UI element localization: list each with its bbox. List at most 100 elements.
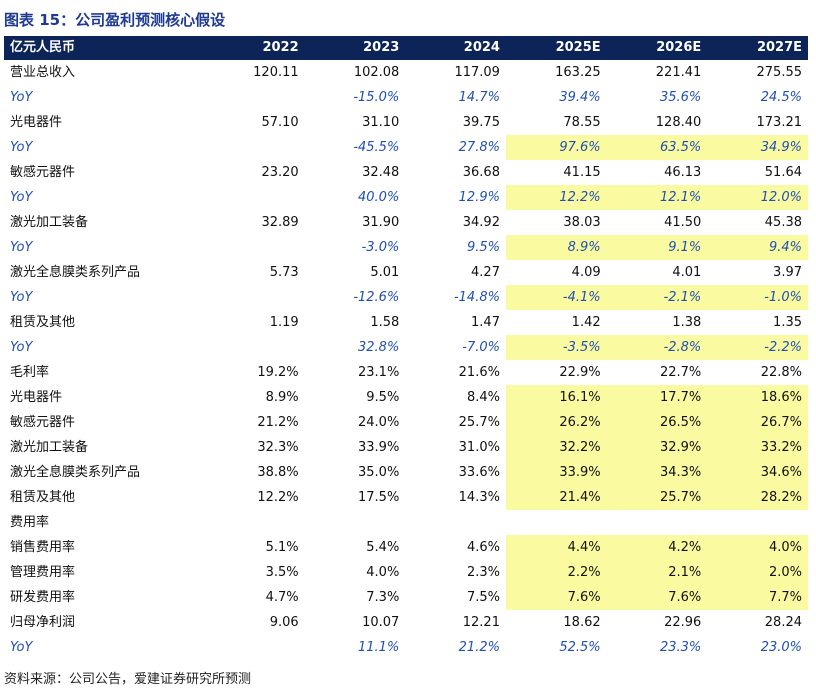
section-row: 费用率: [4, 510, 808, 535]
table-cell: 9.06: [269, 615, 299, 630]
table-row: 敏感元器件 23.20 32.48 36.68 41.15 46.13 51.64: [4, 160, 808, 185]
table-cell: 12.0%: [707, 185, 808, 210]
table-cell: 12.2%: [257, 490, 299, 505]
table-header-row: 亿元人民币 2022 2023 2024 2025E 2026E 2027E: [4, 36, 808, 60]
table-row: 销售费用率 5.1% 5.4% 4.6% 4.4% 4.2% 4.0%: [4, 535, 808, 560]
header-year: 2025E: [505, 36, 607, 60]
table-cell: -1.0%: [707, 285, 808, 310]
table-cell: 4.01: [672, 265, 702, 280]
yoy-row: YoY 32.8% -7.0% -3.5% -2.8% -2.2%: [4, 335, 808, 360]
table-cell: 32.2%: [505, 435, 607, 460]
table-cell: 117.09: [454, 65, 500, 80]
table-cell: 32.3%: [257, 440, 299, 455]
table-cell: 32.89: [261, 215, 299, 230]
table-row: 敏感元器件 21.2% 24.0% 25.7% 26.2% 26.5% 26.7%: [4, 410, 808, 435]
table-cell: 27.8%: [458, 140, 500, 155]
table-cell: 35.0%: [358, 465, 400, 480]
table-cell: 63.5%: [606, 135, 708, 160]
row-label: 研发费用率: [10, 590, 76, 605]
table-cell: 8.9%: [265, 390, 299, 405]
table-cell: 9.4%: [707, 235, 808, 260]
yoy-row: YoY -12.6% -14.8% -4.1% -2.1% -1.0%: [4, 285, 808, 310]
row-label: 销售费用率: [10, 540, 76, 555]
table-cell: 12.2%: [505, 185, 607, 210]
table-cell: 21.6%: [458, 365, 500, 380]
row-label: YoY: [10, 190, 33, 205]
table-cell: [204, 285, 305, 310]
table-cell: 7.6%: [606, 585, 708, 610]
table-cell: [204, 85, 305, 110]
table-cell: 128.40: [655, 115, 702, 130]
table-row: 租赁及其他 12.2% 17.5% 14.3% 21.4% 25.7% 28.2%: [4, 485, 808, 510]
table-cell: [204, 135, 305, 160]
table-cell: 4.7%: [265, 590, 299, 605]
table-cell: [607, 510, 708, 535]
table-cell: 120.11: [253, 65, 299, 80]
table-row: 激光全息膜类系列产品 38.8% 35.0% 33.6% 33.9% 34.3% 34.6%: [4, 460, 808, 485]
table-cell: 21.2%: [257, 415, 299, 430]
table-cell: 31.0%: [458, 440, 500, 455]
table-cell: 33.2%: [707, 435, 808, 460]
table-cell: 8.4%: [466, 390, 500, 405]
table-cell: 2.3%: [466, 565, 500, 580]
table-cell: 9.1%: [606, 235, 708, 260]
table-cell: 12.9%: [458, 190, 500, 205]
table-cell: -4.1%: [505, 285, 607, 310]
table-cell: 31.90: [362, 215, 400, 230]
table-cell: 40.0%: [358, 190, 400, 205]
table-row: 光电器件 8.9% 9.5% 8.4% 16.1% 17.7% 18.6%: [4, 385, 808, 410]
yoy-row: YoY -45.5% 27.8% 97.6% 63.5% 34.9%: [4, 135, 808, 160]
table-cell: 97.6%: [505, 135, 607, 160]
header-year: 2024: [405, 36, 506, 60]
table-cell: 18.6%: [707, 385, 808, 410]
header-year: 2027E: [707, 36, 808, 60]
row-label: 光电器件: [10, 115, 63, 130]
yoy-row: YoY 40.0% 12.9% 12.2% 12.1% 12.0%: [4, 185, 808, 210]
table-cell: 3.5%: [265, 565, 299, 580]
row-label: 管理费用率: [10, 565, 76, 580]
row-label: 营业总收入: [10, 65, 76, 80]
row-label: YoY: [10, 240, 33, 255]
table-cell: 52.5%: [559, 640, 601, 655]
table-cell: 34.9%: [707, 135, 808, 160]
table-cell: 4.0%: [707, 535, 808, 560]
table-cell: 1.35: [773, 315, 802, 330]
table-cell: 221.41: [655, 65, 702, 80]
yoy-row: YoY 11.1% 21.2% 52.5% 23.3% 23.0%: [4, 635, 808, 660]
figure-title: 图表 15：公司盈利预测核心假设: [4, 11, 226, 29]
table-cell: 16.1%: [505, 385, 607, 410]
forecast-table: 亿元人民币 2022 2023 2024 2025E 2026E 2027E 营…: [4, 36, 808, 660]
header-year: 2026E: [606, 36, 708, 60]
table-cell: 33.9%: [505, 460, 607, 485]
table-cell: -3.5%: [505, 335, 607, 360]
table-cell: 1.38: [672, 315, 702, 330]
table-cell: 22.9%: [559, 365, 601, 380]
table-cell: 5.1%: [265, 540, 299, 555]
table-cell: 7.5%: [466, 590, 500, 605]
section-row: 毛利率 19.2% 23.1% 21.6% 22.9% 22.7% 22.8%: [4, 360, 808, 385]
row-label: 毛利率: [10, 365, 50, 380]
table-cell: 4.27: [471, 265, 500, 280]
table-cell: 22.8%: [760, 365, 802, 380]
table-cell: 51.64: [764, 165, 802, 180]
table-row: 管理费用率 3.5% 4.0% 2.3% 2.2% 2.1% 2.0%: [4, 560, 808, 585]
table-cell: 25.7%: [458, 415, 500, 430]
row-label: 激光加工装备: [10, 215, 89, 230]
table-cell: 10.07: [362, 615, 400, 630]
table-cell: [204, 335, 305, 360]
table-cell: 12.21: [462, 615, 500, 630]
table-cell: 2.2%: [505, 560, 607, 585]
table-cell: 9.5%: [466, 240, 500, 255]
row-label: 敏感元器件: [10, 415, 76, 430]
row-label: 激光全息膜类系列产品: [10, 265, 141, 280]
table-cell: 11.1%: [358, 640, 400, 655]
table-cell: 9.5%: [366, 390, 400, 405]
table-cell: 38.03: [563, 215, 601, 230]
table-cell: 35.6%: [659, 90, 702, 105]
table-row: 光电器件 57.10 31.10 39.75 78.55 128.40 173.21: [4, 110, 808, 135]
table-cell: 31.10: [362, 115, 400, 130]
table-cell: 3.97: [773, 265, 802, 280]
table-cell: 34.92: [462, 215, 500, 230]
table-cell: -2.1%: [606, 285, 708, 310]
table-cell: 102.08: [353, 65, 400, 80]
